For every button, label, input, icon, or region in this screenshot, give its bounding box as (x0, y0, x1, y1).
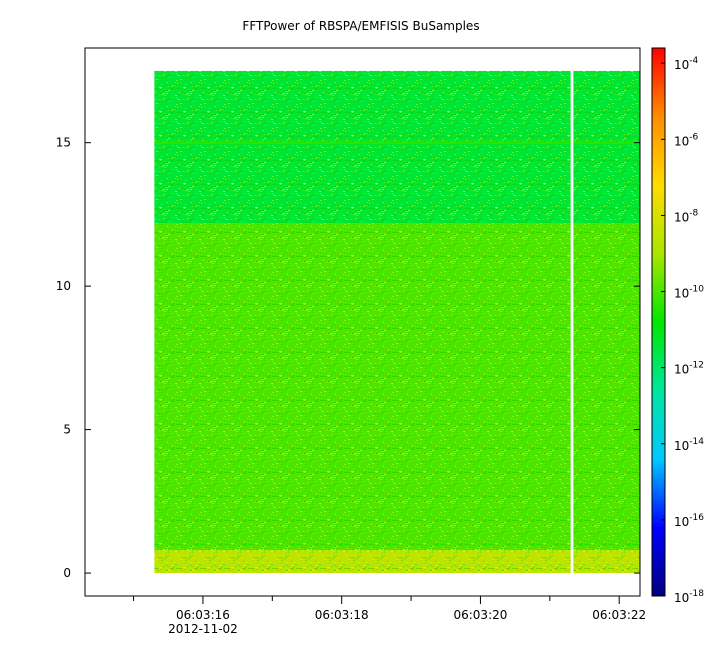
x-date-label: 2012-11-02 (168, 622, 238, 636)
plot-area (154, 70, 640, 574)
y-tick-label: 5 (63, 423, 71, 437)
x-tick-label: 06:03:20 (453, 608, 507, 622)
x-axis: 06:03:16 06:03:18 06:03:20 06:03:22 2012-11-… (133, 596, 646, 636)
colorbar-scale (651, 47, 666, 597)
spectrogram-band (573, 141, 640, 145)
colorbar-tick-label: 10-12 (674, 361, 704, 377)
chart-title: FFTPower of RBSPA/EMFISIS BuSamples (242, 19, 479, 33)
colorbar-tick-label: 10-14 (674, 437, 704, 453)
x-tick-label: 06:03:16 (176, 608, 230, 622)
colorbar-tick-label: 10-6 (674, 132, 699, 148)
spectrogram-texture (154, 550, 571, 574)
y-tick-label: 10 (56, 279, 71, 293)
colorbar-tick-label: 10-4 (674, 56, 699, 72)
y-tick-label: 15 (56, 136, 71, 150)
colorbar-tick-label: 10-18 (674, 589, 704, 605)
spectrogram-texture (154, 70, 571, 224)
plot-frame (84, 47, 641, 597)
colorbar-tick-label: 10-8 (674, 208, 699, 224)
y-axis: 0 5 10 15 (56, 136, 640, 580)
spectrogram-texture (573, 550, 640, 574)
colorbar: 10-4 10-6 10-8 10-10 10-12 10-14 10-16 10-18 (651, 47, 704, 605)
x-tick-label: 06:03:22 (592, 608, 646, 622)
spectrogram-texture (573, 70, 640, 224)
x-tick-label: 06:03:18 (315, 608, 369, 622)
colorbar-tick-label: 10-16 (674, 513, 704, 529)
spectrogram-texture (154, 223, 571, 551)
spectrogram-band (154, 141, 571, 145)
colorbar-tick-label: 10-10 (674, 285, 704, 301)
spectrogram-texture (573, 223, 640, 551)
y-tick-label: 0 (63, 566, 71, 580)
